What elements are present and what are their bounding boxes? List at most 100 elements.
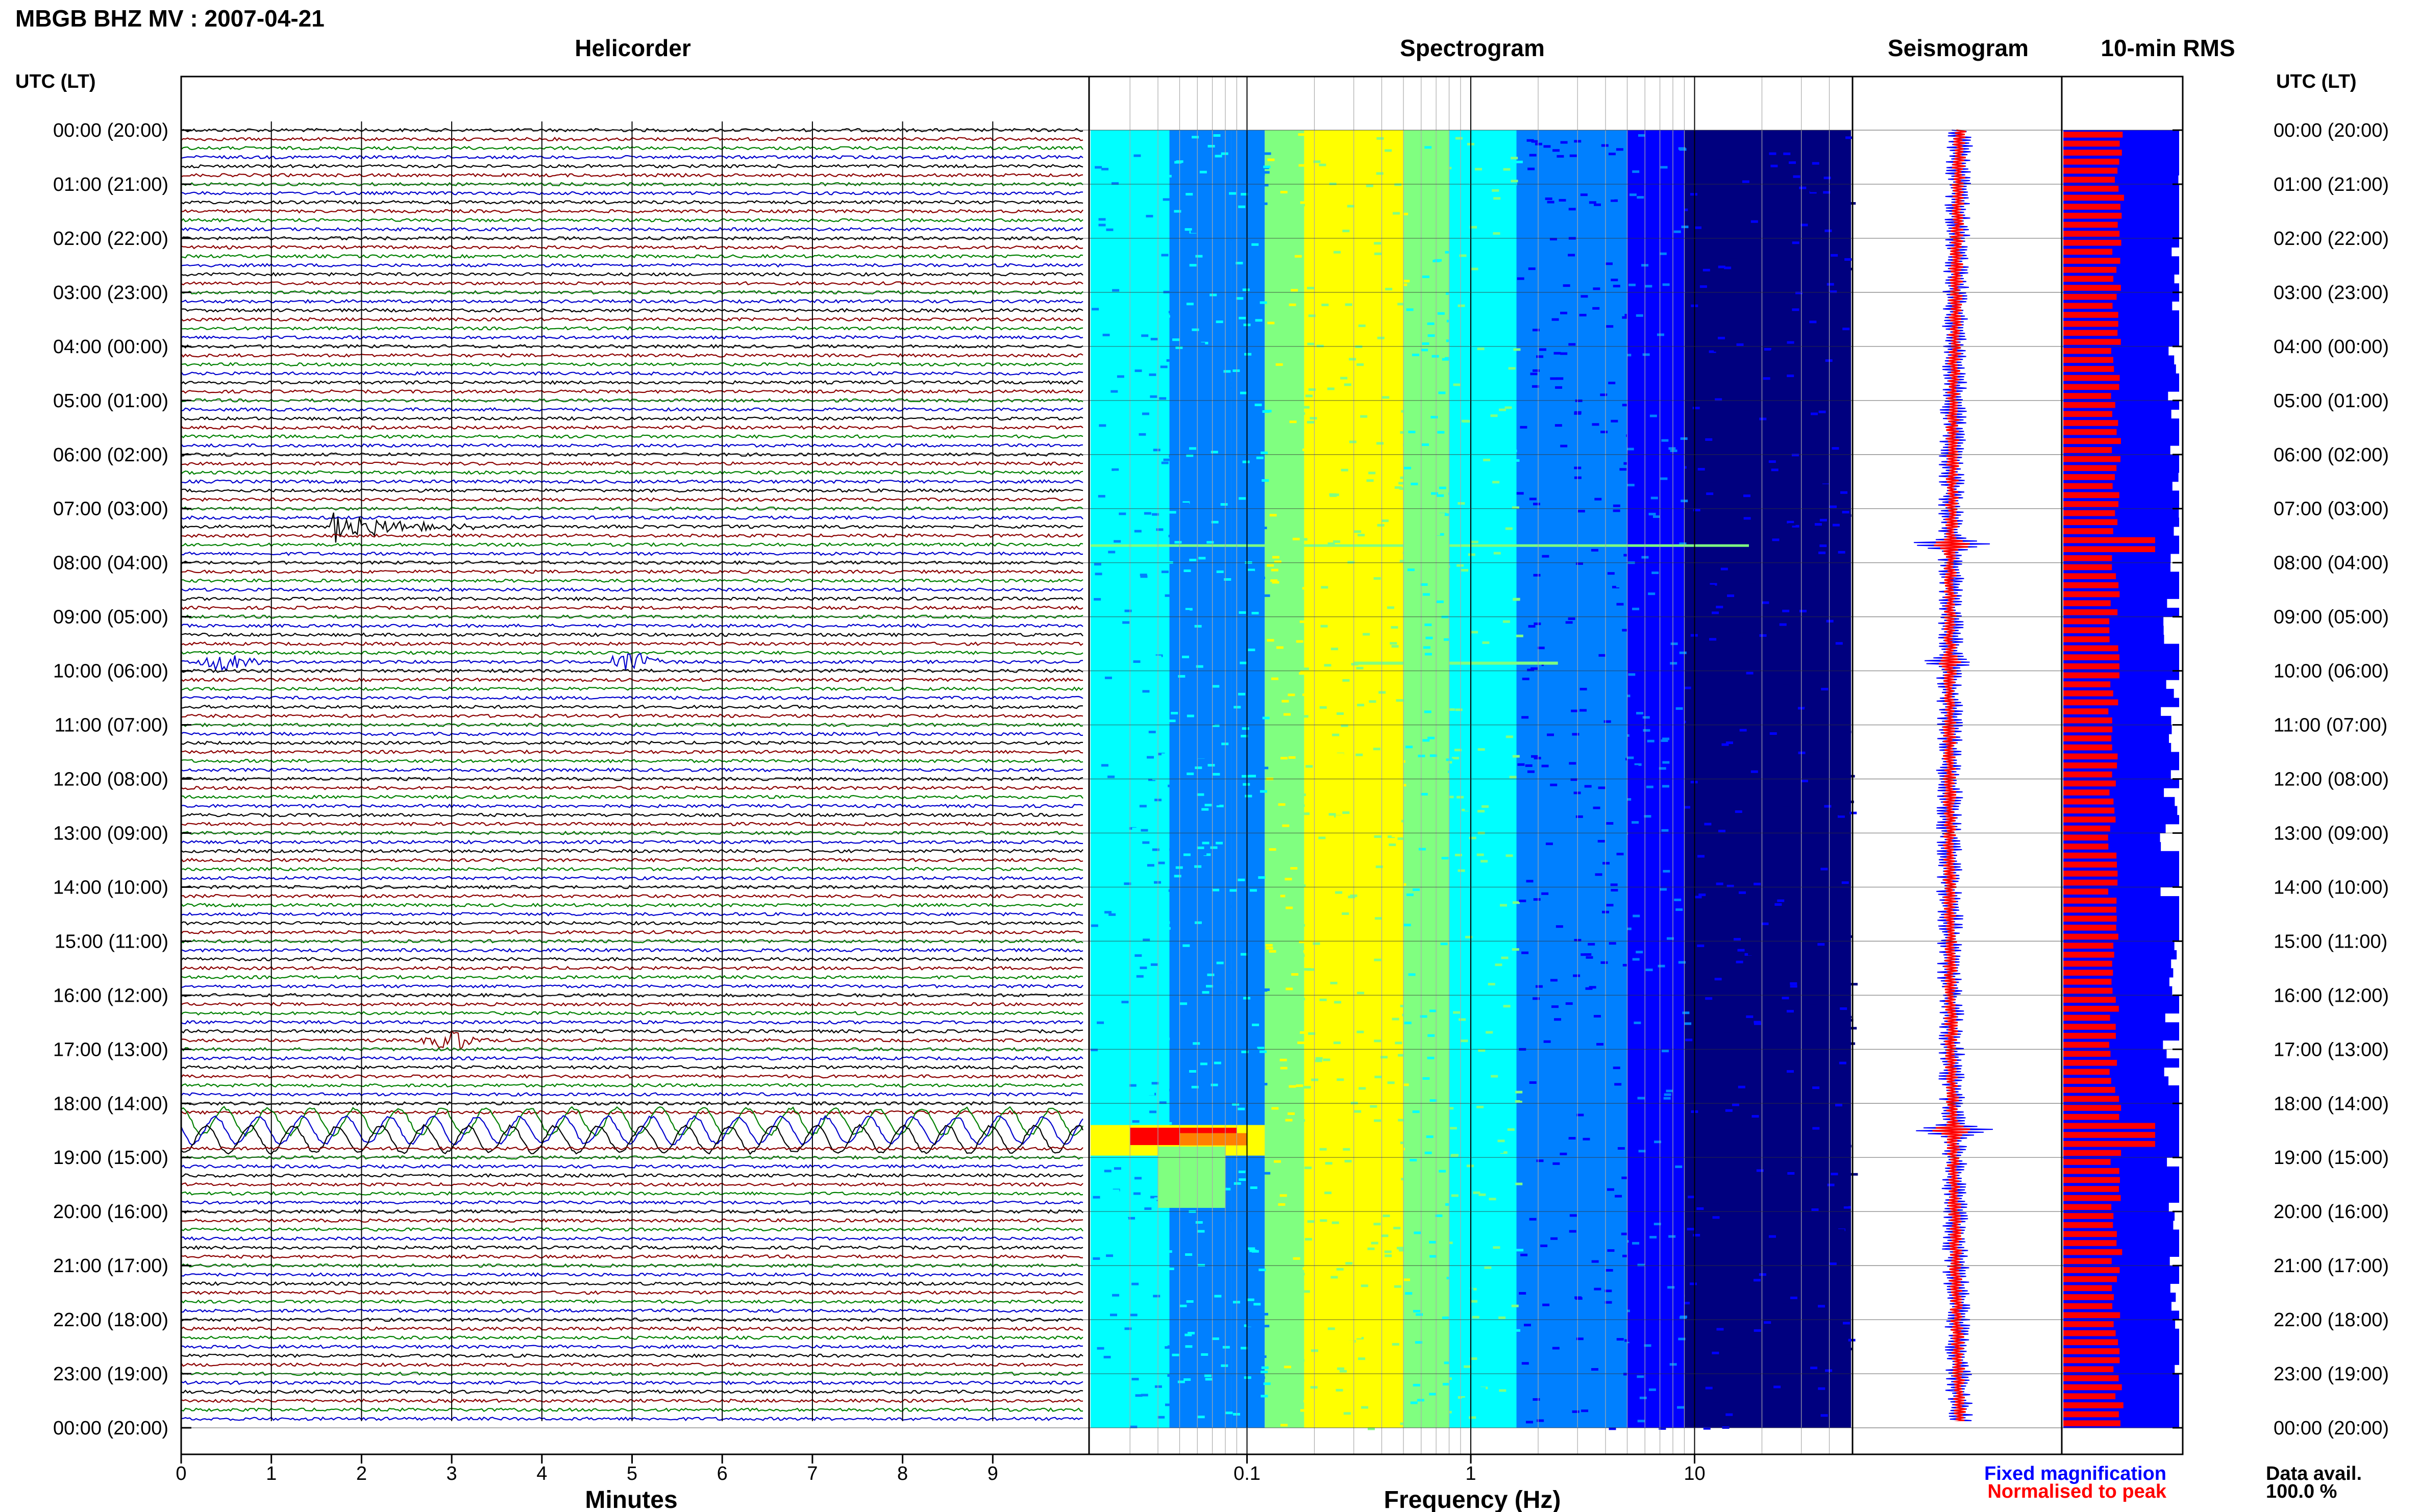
spectrogram-cell: [1492, 481, 1500, 484]
spectrogram-lp-event: [1179, 1133, 1247, 1146]
spectrogram-cell: [1247, 1298, 1254, 1301]
rms-bar-normalised: [2063, 1051, 2111, 1057]
spectrogram-cell: [1173, 263, 1180, 266]
spectrogram-cell: [1599, 511, 1607, 514]
spectrogram-cell: [1335, 891, 1343, 894]
spectrogram-cell: [1145, 1009, 1153, 1012]
spectrogram-cell: [1563, 1235, 1570, 1238]
spectrogram-cell: [1177, 595, 1184, 598]
spectrogram-cell: [1321, 304, 1329, 307]
hour-label-left: 23:00 (19:00): [53, 1364, 168, 1385]
minute-tick-label: 5: [627, 1463, 637, 1484]
spectrogram-cell: [1373, 748, 1380, 751]
spectrogram-cell: [1689, 1282, 1697, 1285]
helicorder-xlabel: Minutes: [585, 1486, 677, 1512]
spectrogram-cell: [1547, 201, 1554, 204]
spectrogram-cell: [1567, 1268, 1574, 1271]
spectrogram-cell: [1232, 1103, 1240, 1106]
spectrogram-cell: [1832, 447, 1839, 450]
spectrogram-cell: [1187, 772, 1194, 775]
spectrogram-cell: [1526, 880, 1534, 883]
spectrogram-cell: [1815, 441, 1823, 444]
spectrogram-cell: [1747, 941, 1755, 944]
spectrogram-cell: [1199, 1052, 1206, 1055]
spectrogram-cell: [1251, 666, 1258, 669]
spectrogram-cell: [1383, 1025, 1391, 1028]
spectrogram-cell: [1712, 611, 1719, 614]
spectrogram-cell: [1684, 1200, 1692, 1203]
spectrogram-cell: [1263, 1382, 1271, 1385]
spectrogram-cell: [1409, 931, 1416, 934]
spectrogram-cell: [1526, 888, 1534, 891]
spectrogram-cell: [1843, 184, 1850, 187]
spectrogram-cell: [1150, 1196, 1158, 1199]
spectrogram-cell: [1810, 694, 1818, 697]
spectrogram-cell: [1809, 191, 1817, 194]
spectrogram-cell: [1573, 791, 1581, 795]
spectrogram-cell: [1480, 584, 1488, 587]
spectrogram-cell: [1280, 895, 1288, 898]
spectrogram-cell: [1533, 997, 1540, 1000]
spectrogram-cell: [1268, 826, 1276, 829]
spectrogram-cell: [1850, 983, 1858, 986]
spectrogram-cell: [1657, 333, 1664, 336]
spectrogram-cell: [1265, 501, 1272, 504]
spectrogram-cell: [1106, 1254, 1114, 1257]
spectrogram-cell: [1300, 1409, 1307, 1412]
spectrogram-cell: [1736, 332, 1744, 335]
spectrogram-cell: [1392, 1393, 1400, 1396]
spectrogram-cell: [1698, 232, 1706, 235]
spectrogram-cell: [1131, 1282, 1139, 1285]
spectrogram-cell: [1727, 594, 1735, 597]
spectrogram-cell: [1693, 1234, 1700, 1237]
spectrogram-cell: [1842, 328, 1850, 331]
spectrogram-cell: [1631, 420, 1638, 423]
spectrogram-cell: [1101, 1180, 1109, 1183]
spectrogram-cell: [1291, 973, 1299, 976]
spectrogram-cell: [1424, 710, 1431, 713]
spectrogram-cell: [1154, 1385, 1162, 1388]
spectrogram-cell: [1239, 573, 1246, 576]
rms-bar-normalised: [2063, 879, 2118, 886]
spectrogram-cell: [1181, 745, 1189, 748]
spectrogram-cell: [1266, 657, 1274, 660]
spectrogram-cell: [1579, 380, 1587, 383]
spectrogram-cell: [1521, 951, 1529, 954]
spectrogram-cell: [1787, 139, 1794, 142]
spectrogram-cell: [1427, 322, 1435, 325]
spectrogram-cell: [1095, 893, 1103, 896]
rms-bar-normalised: [2063, 690, 2113, 697]
spectrogram-cell: [1252, 1023, 1260, 1026]
spectrogram-cell: [1184, 1333, 1192, 1336]
spectrogram-cell: [1556, 925, 1563, 928]
spectrogram-cell: [1605, 206, 1612, 209]
spectrogram-cell: [1247, 134, 1255, 137]
spectrogram-cell: [1356, 666, 1364, 670]
spectrogram-cell: [1519, 281, 1527, 284]
spectrogram-cell: [1094, 1248, 1102, 1251]
spectrogram-cell: [1471, 1319, 1478, 1322]
spectrogram-cell: [1694, 1417, 1701, 1420]
rms-bar-normalised: [2063, 997, 2116, 1003]
spectrogram-cell: [1206, 966, 1214, 969]
spectrogram-cell: [1284, 175, 1292, 178]
spectrogram-cell: [1770, 749, 1778, 752]
spectrogram-cell: [1244, 382, 1251, 385]
spectrogram-cell: [1326, 1014, 1334, 1017]
spectrogram-cell: [1560, 141, 1568, 144]
spectrogram-cell: [1298, 793, 1306, 796]
spectrogram-cell: [1238, 668, 1245, 671]
spectrogram-cell: [1241, 193, 1248, 196]
spectrogram-cell: [1391, 834, 1399, 837]
spectrogram-cell: [1139, 780, 1147, 783]
spectrogram-cell: [1315, 1059, 1322, 1062]
spectrogram-cell: [1207, 723, 1215, 726]
spectrogram-cell: [1634, 763, 1642, 766]
spectrogram-cell: [1632, 958, 1640, 961]
spectrogram-cell: [1725, 1171, 1733, 1174]
spectrogram-cell: [1541, 892, 1549, 895]
spectrogram-cell: [1115, 482, 1123, 485]
spectrogram-cell: [1204, 313, 1212, 316]
rms-bar-normalised: [2063, 285, 2121, 291]
spectrogram-cell: [1289, 420, 1297, 424]
